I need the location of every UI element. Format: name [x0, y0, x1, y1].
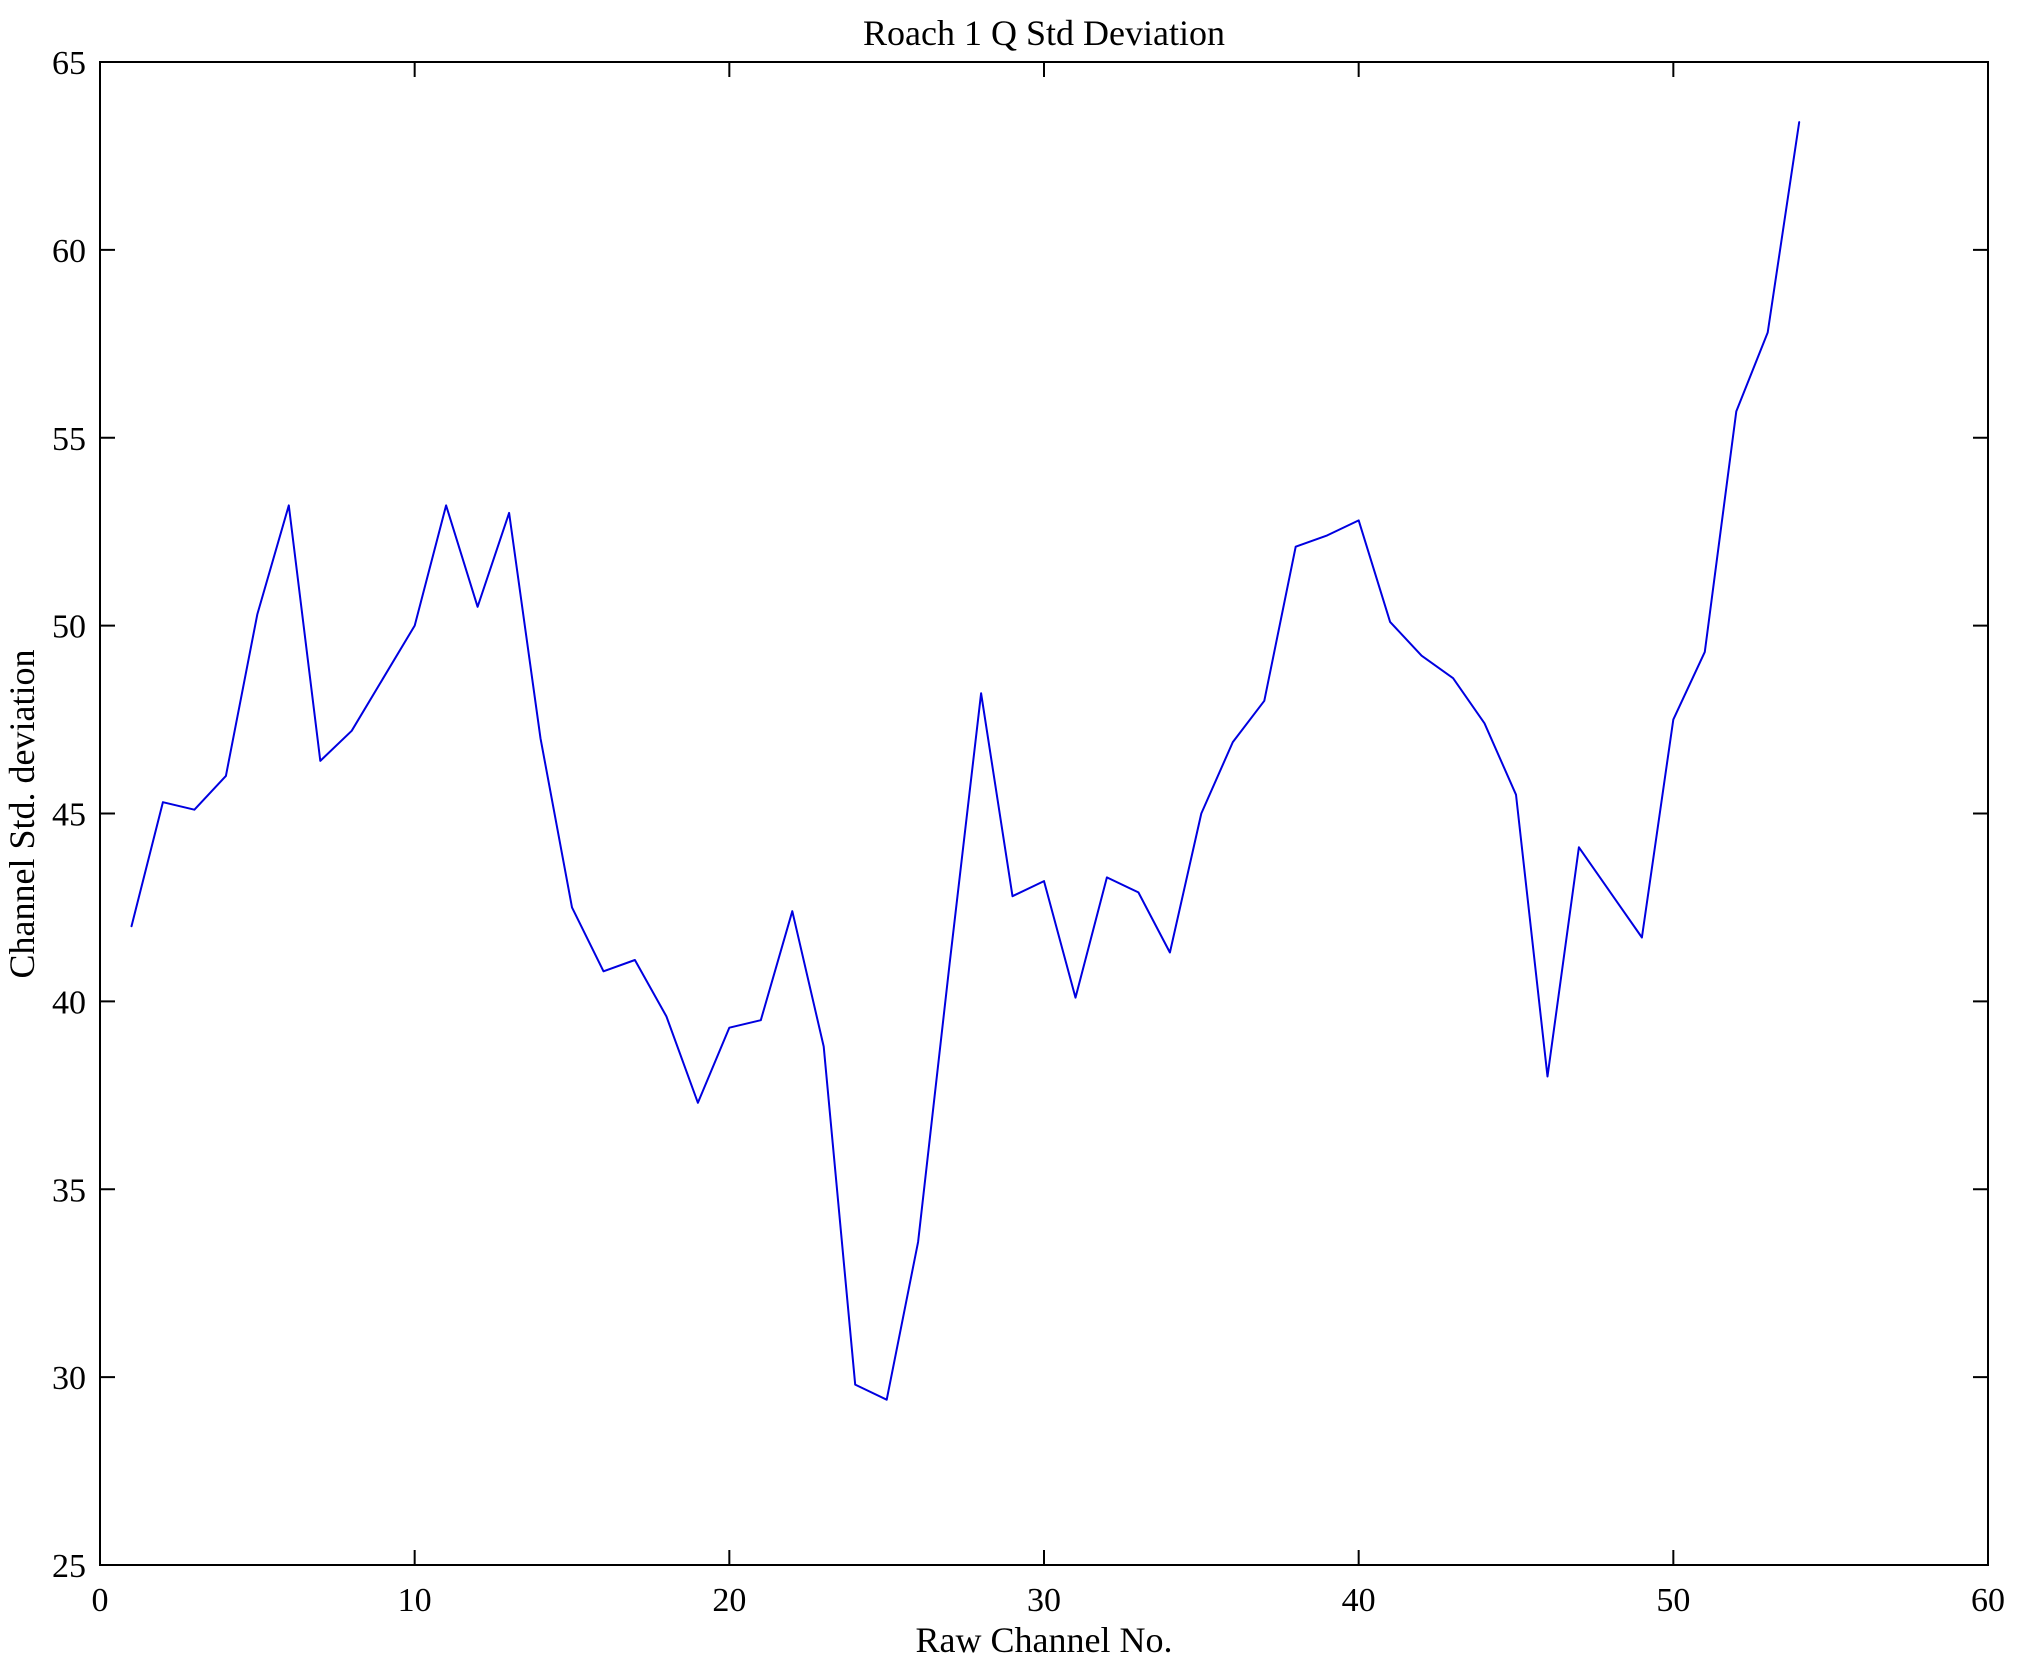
y-tick-label: 60 [52, 233, 86, 270]
y-tick-label: 35 [52, 1172, 86, 1209]
x-tick-label: 30 [1027, 1582, 1061, 1619]
y-tick-label: 30 [52, 1360, 86, 1397]
y-tick-label: 45 [52, 797, 86, 834]
x-tick-label: 10 [398, 1582, 432, 1619]
plot-area: 0 10 20 30 40 50 60 25 30 35 40 45 50 55 60 65 [52, 45, 2005, 1619]
x-tick-label: 60 [1971, 1582, 2005, 1619]
x-tick-label: 40 [1342, 1582, 1376, 1619]
axes-box [99, 61, 1989, 1566]
y-tick-label: 50 [52, 609, 86, 646]
y-tick-label: 65 [52, 45, 86, 82]
y-tick-label: 40 [52, 984, 86, 1021]
data-series-line [130, 121, 1801, 1401]
y-tick-label: 25 [52, 1548, 86, 1585]
x-tick-label: 20 [712, 1582, 746, 1619]
x-tick-label: 50 [1656, 1582, 1690, 1619]
y-axis-label: Channel Std. deviation [2, 650, 42, 979]
x-tick-label: 0 [92, 1582, 109, 1619]
chart-title: Roach 1 Q Std Deviation [863, 13, 1225, 53]
y-tick-label: 55 [52, 421, 86, 458]
x-axis-label: Raw Channel No. [916, 1620, 1173, 1660]
